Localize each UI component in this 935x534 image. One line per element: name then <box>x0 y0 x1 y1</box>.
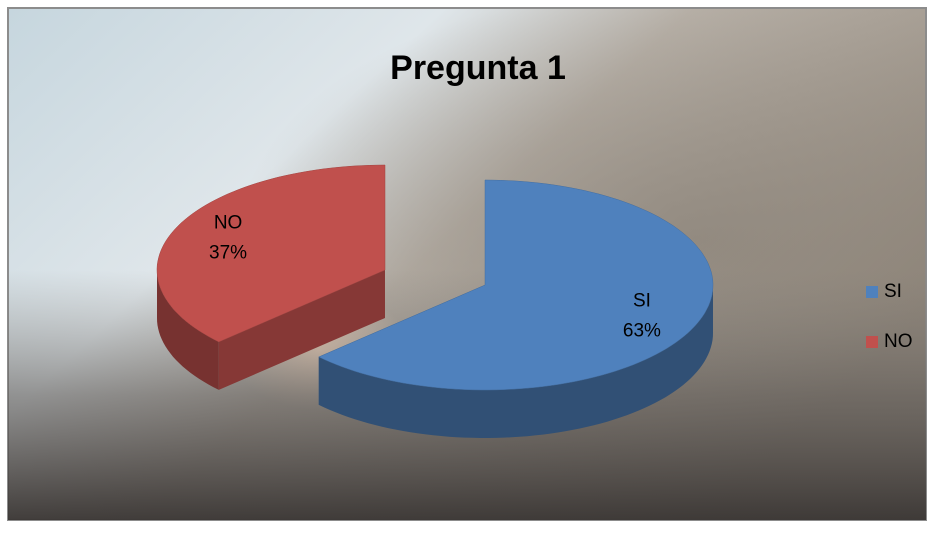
legend-label: SI <box>884 281 902 302</box>
legend-label: NO <box>884 331 913 352</box>
legend-marker <box>866 286 878 298</box>
page: {"chart_data": {"type": "pie", "title": … <box>0 0 935 529</box>
data-label-category: SI <box>633 290 651 311</box>
data-label: 63% <box>623 320 661 341</box>
chart-title: Pregunta 1 <box>390 49 566 87</box>
data-label-category: NO <box>214 213 243 234</box>
legend-marker <box>866 336 878 348</box>
chart: Pregunta 1 NO 37% SI 63% SI NO <box>0 0 935 529</box>
data-label: 37% <box>209 243 247 264</box>
